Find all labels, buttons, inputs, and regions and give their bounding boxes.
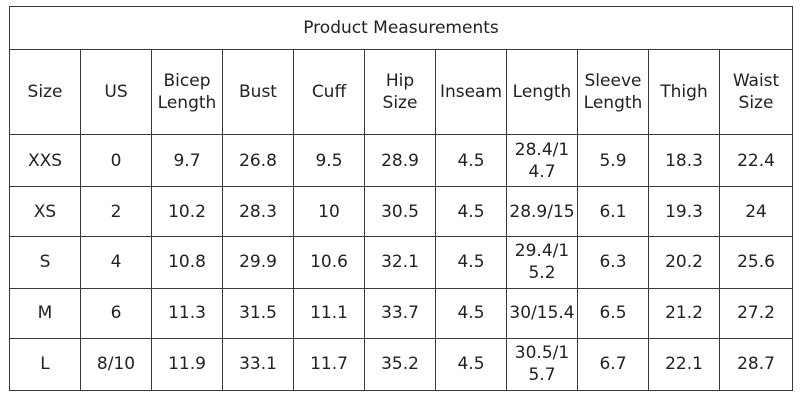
cell-size: XXS: [9, 133, 81, 188]
cell-us: 0: [80, 133, 152, 188]
header-inseam: Inseam: [435, 49, 507, 135]
cell-hip-size: 33.7: [364, 288, 436, 339]
cell-length: 30.5/15.7: [506, 337, 578, 392]
cell-thigh: 21.2: [648, 288, 720, 339]
cell-thigh: 22.1: [648, 337, 720, 392]
table-row: XS 2 10.2 28.3 10 30.5 4.5 28.9/15 6.1 1…: [9, 186, 794, 237]
header-waist-size: Waist Size: [718, 49, 794, 135]
cell-bicep-length: 10.2: [151, 186, 223, 237]
cell-thigh: 20.2: [648, 235, 720, 290]
cell-sleeve-length: 6.7: [577, 337, 649, 392]
cell-bust: 29.9: [222, 235, 294, 290]
cell-hip-size: 30.5: [364, 186, 436, 237]
cell-size: XS: [9, 186, 81, 237]
cell-size: L: [9, 337, 81, 392]
cell-thigh: 18.3: [648, 133, 720, 188]
cell-waist-size: 22.4: [718, 133, 794, 188]
cell-sleeve-length: 6.3: [577, 235, 649, 290]
table-row: L 8/10 11.9 33.1 11.7 35.2 4.5 30.5/15.7…: [9, 337, 794, 392]
cell-waist-size: 25.6: [718, 235, 794, 290]
cell-inseam: 4.5: [435, 288, 507, 339]
cell-inseam: 4.5: [435, 186, 507, 237]
cell-thigh: 19.3: [648, 186, 720, 237]
header-bust: Bust: [222, 49, 294, 135]
cell-bicep-length: 9.7: [151, 133, 223, 188]
cell-cuff: 11.7: [293, 337, 365, 392]
cell-hip-size: 28.9: [364, 133, 436, 188]
cell-sleeve-length: 6.1: [577, 186, 649, 237]
cell-bicep-length: 11.9: [151, 337, 223, 392]
cell-sleeve-length: 6.5: [577, 288, 649, 339]
cell-bicep-length: 11.3: [151, 288, 223, 339]
cell-bust: 28.3: [222, 186, 294, 237]
cell-waist-size: 27.2: [718, 288, 794, 339]
header-size: Size: [9, 49, 81, 135]
cell-bust: 31.5: [222, 288, 294, 339]
cell-length: 30/15.4: [506, 288, 578, 339]
cell-waist-size: 24: [718, 186, 794, 237]
header-sleeve-length: Sleeve Length: [577, 49, 649, 135]
cell-cuff: 11.1: [293, 288, 365, 339]
cell-cuff: 10.6: [293, 235, 365, 290]
cell-bust: 33.1: [222, 337, 294, 392]
header-cuff: Cuff: [293, 49, 365, 135]
cell-length: 28.9/15: [506, 186, 578, 237]
cell-bust: 26.8: [222, 133, 294, 188]
cell-us: 6: [80, 288, 152, 339]
cell-size: S: [9, 235, 81, 290]
cell-length: 29.4/15.2: [506, 235, 578, 290]
cell-cuff: 9.5: [293, 133, 365, 188]
cell-us: 8/10: [80, 337, 152, 392]
cell-sleeve-length: 5.9: [577, 133, 649, 188]
cell-inseam: 4.5: [435, 337, 507, 392]
table-row: M 6 11.3 31.5 11.1 33.7 4.5 30/15.4 6.5 …: [9, 288, 794, 339]
table-row: XXS 0 9.7 26.8 9.5 28.9 4.5 28.4/14.7 5.…: [9, 133, 794, 188]
table-title: Product Measurements: [8, 6, 794, 50]
cell-hip-size: 35.2: [364, 337, 436, 392]
header-us: US: [80, 49, 152, 135]
header-hip-size: Hip Size: [364, 49, 436, 135]
cell-inseam: 4.5: [435, 133, 507, 188]
cell-waist-size: 28.7: [718, 337, 794, 392]
cell-length: 28.4/14.7: [506, 133, 578, 188]
cell-us: 4: [80, 235, 152, 290]
header-row: Size US Bicep Length Bust Cuff Hip Size …: [9, 49, 794, 135]
cell-inseam: 4.5: [435, 235, 507, 290]
measurements-table: Product Measurements Size US Bicep Lengt…: [8, 6, 794, 392]
cell-us: 2: [80, 186, 152, 237]
header-thigh: Thigh: [648, 49, 720, 135]
cell-bicep-length: 10.8: [151, 235, 223, 290]
cell-hip-size: 32.1: [364, 235, 436, 290]
table-row: S 4 10.8 29.9 10.6 32.1 4.5 29.4/15.2 6.…: [9, 235, 794, 290]
header-bicep-length: Bicep Length: [151, 49, 223, 135]
header-length: Length: [506, 49, 578, 135]
cell-cuff: 10: [293, 186, 365, 237]
cell-size: M: [9, 288, 81, 339]
